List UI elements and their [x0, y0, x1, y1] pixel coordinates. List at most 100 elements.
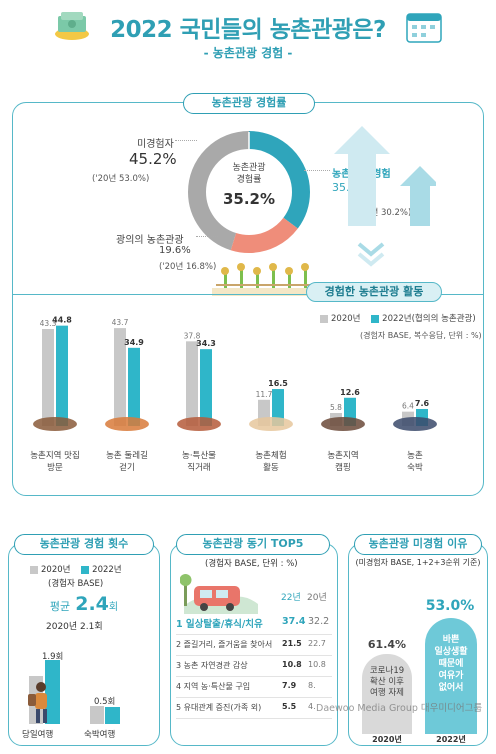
motive-label: 5 유대관계 증진(가족 외): [176, 703, 262, 712]
calendar-icon: [405, 10, 443, 44]
category-label-0-1: 방문: [47, 462, 63, 473]
category-label-4-0: 농촌지역: [327, 450, 358, 461]
motive-row: 5 유대관계 증진(가족 외) 5.5 4.: [176, 698, 332, 719]
count-bar-stay-2022: [105, 707, 120, 724]
motive-table: 1 일상탈출/휴식/치유 37.4 32.2 2 즐길거리, 즐거움을 찾아서 21.5…: [176, 612, 332, 719]
motive-row: 2 즐길거리, 즐거움을 찾아서 21.5 22.7: [176, 635, 332, 656]
reason-year-2022: 2022년: [436, 735, 466, 744]
motive-col-22: 22년: [281, 593, 301, 603]
avg-label: 평균: [49, 600, 71, 613]
motive-row: 3 농촌 자연경관 감상 10.8 10.8: [176, 656, 332, 677]
bar-2022-3: [272, 389, 284, 426]
bar-value-2020-5: 6.4: [402, 402, 414, 411]
bar-2020-2: [186, 341, 198, 426]
donut-center-value: 35.2%: [222, 190, 276, 208]
experience-donut-chart: [188, 131, 310, 253]
reason-value-2022: 53.0%: [425, 598, 475, 614]
bar-value-2022-0: 44.8: [52, 316, 72, 325]
bar-value-2022-1: 34.9: [124, 338, 144, 347]
count-bar-stay-2020: [90, 706, 104, 724]
reason-value-2020: 61.4%: [367, 638, 407, 651]
count-title: 농촌관광 경험 횟수: [14, 534, 154, 555]
motive-value-22: 21.5: [282, 639, 302, 648]
chevron-down-icon: [357, 242, 385, 267]
bar-2022-2: [200, 349, 212, 426]
leader-line-broad: [196, 236, 218, 237]
bar-value-2022-4: 12.6: [340, 388, 360, 397]
count-bar-day-value: 1.9회: [42, 652, 64, 662]
bar-value-2022-2: 34.3: [196, 339, 216, 348]
bar-value-2020-4: 5.8: [330, 403, 342, 412]
category-label-5-0: 농촌: [407, 451, 423, 461]
leader-line-experienced: [304, 170, 330, 171]
activity-illustration-0: [33, 417, 77, 431]
activity-illustration-5: [393, 417, 437, 431]
count-legend-2022: 2022년: [92, 565, 122, 575]
count-bar-day-2022: [45, 660, 60, 724]
non-experienced-label: 미경험자: [137, 139, 174, 150]
up-arrow-icon: [334, 126, 436, 226]
experienced-prev: ('20년 30.2%): [354, 208, 412, 218]
category-label-3-0: 농촌체험: [255, 450, 286, 461]
category-label-0-0: 농촌지역 맛집: [30, 450, 80, 461]
category-label-2-0: 농·특산물: [182, 450, 216, 461]
motive-value-22: 10.8: [282, 660, 302, 669]
reason-label-2022: 바쁜 일상생활 때문에 여유가 없어서: [434, 635, 468, 693]
category-label-2-1: 직거래: [187, 462, 210, 473]
donut-center-label: 농촌관광 경험률: [232, 163, 266, 185]
motive-col-20: 20년: [307, 593, 327, 603]
motive-label: 2 즐길거리, 즐거움을 찾아서: [176, 640, 273, 649]
watermark: Daewoo Media Group 대우미디어그룹: [316, 703, 483, 714]
bar-value-2022-3: 16.5: [268, 379, 288, 388]
count-base: (경험자 BASE): [48, 579, 104, 589]
activity-illustration-2: [177, 417, 221, 431]
bar-value-2020-2: 37.8: [184, 331, 201, 340]
farm-field-illustration: [212, 263, 322, 296]
activity-illustration-4: [321, 417, 365, 431]
count-legend-2020: 2020년: [41, 565, 71, 575]
camper-van-illustration: [180, 574, 258, 614]
motive-label: 1 일상탈출/휴식/치유: [176, 619, 263, 630]
bar-value-2020-0: 43.3: [40, 319, 57, 328]
motive-title: 농촌관광 동기 TOP5: [176, 534, 330, 555]
category-label-1-0: 농촌 둘레길: [106, 451, 148, 461]
motive-row: 1 일상탈출/휴식/치유 37.4 32.2: [176, 612, 332, 635]
bar-2022-0: [56, 325, 68, 426]
bar-2022-1: [128, 347, 140, 426]
donut-segment-broad: [188, 131, 310, 253]
broad-label: 광의의 농촌관광: [116, 235, 184, 246]
motive-row: 4 지역 농·특산물 구입 7.9 8.: [176, 677, 332, 698]
motive-value-22: 7.9: [282, 681, 297, 690]
reason-title: 농촌관광 미경험 이유: [354, 534, 482, 555]
avg-unit: 회: [108, 602, 119, 613]
reason-label-2020: 코로나19 확산 이후 여행 자제: [369, 666, 405, 698]
bar-value-2020-3: 11.7: [256, 390, 273, 399]
motive-value-20: 10.8: [308, 660, 326, 669]
category-label-5-1: 숙박: [407, 462, 423, 473]
page-title: 2022 국민들의 농촌관광은?: [110, 17, 386, 43]
count-average-prev: 2020년 2.1회: [46, 622, 103, 632]
activity-illustration-1: [105, 417, 149, 431]
bar-2020-0: [42, 329, 54, 426]
hiker-illustration: [28, 682, 47, 723]
bar-value-2022-5: 7.6: [415, 399, 430, 408]
non-experienced-prev: ('20년 53.0%): [92, 174, 150, 184]
experience-rate-title: 농촌관광 경험률: [183, 93, 315, 114]
activities-note: (경험자 BASE, 복수응답, 단위 : %): [360, 331, 482, 340]
motive-value-20: 8.: [308, 681, 316, 690]
category-label-3-1: 활동: [263, 462, 279, 473]
motive-label: 3 농촌 자연경관 감상: [176, 661, 248, 670]
bar-value-2020-1: 43.7: [112, 318, 129, 327]
leader-line-non-experienced: [175, 140, 197, 141]
bar-2020-1: [114, 328, 126, 426]
reason-bar-2020: [362, 654, 412, 734]
activities-title: 경험한 농촌관광 활동: [306, 282, 442, 302]
legend-2020: 2020년: [331, 314, 361, 324]
legend-2022: 2022년(협의의 농촌관광): [382, 314, 476, 324]
count-bar-stay-label: 숙박여행: [84, 730, 116, 740]
count-bar-day-label: 당일여행: [22, 730, 54, 740]
count-bar-stay-value: 0.5회: [94, 697, 116, 707]
count-average: 평균 2.4회: [34, 593, 134, 615]
reason-bar-2022: [425, 618, 477, 734]
